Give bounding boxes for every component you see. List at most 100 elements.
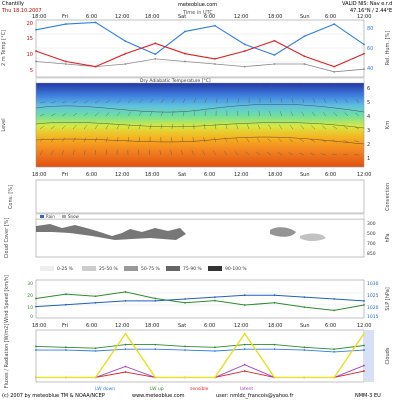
wind-barb <box>39 138 44 143</box>
wind-barb <box>138 137 140 143</box>
wind-barb <box>332 139 338 143</box>
panel-wind-grid <box>36 292 364 306</box>
wind-barb <box>266 151 272 156</box>
wind-barb <box>127 137 130 143</box>
flux-0-point <box>184 349 186 351</box>
wind-barb <box>215 98 218 104</box>
pressure-axis-label: SLP [hPa] <box>385 287 391 311</box>
wind-barb <box>127 87 133 91</box>
humidity-point <box>243 43 246 46</box>
wind-barb <box>322 125 327 130</box>
temperature-point <box>303 55 306 58</box>
site-name: meteoblue.com <box>178 2 218 8</box>
wind-pressure-lines <box>35 291 365 312</box>
wind-barb <box>204 98 207 104</box>
flux-1-point <box>35 345 37 348</box>
wind-speed-point <box>243 304 246 306</box>
time-axis-label: 6:00 <box>325 172 336 178</box>
wind-barb <box>323 98 327 104</box>
convection-right-label: Convection <box>385 183 391 211</box>
footer-user: user: nmldc_francois@yahoo.fr <box>216 393 294 399</box>
panel-wind-frame <box>35 279 365 319</box>
humidity-point <box>35 28 37 31</box>
flux-4-line <box>36 332 365 379</box>
humidity-point <box>273 54 276 56</box>
pressure-level-tick: 300 <box>367 221 376 227</box>
wind-barb <box>105 124 109 130</box>
flux-0-point <box>154 348 157 351</box>
wind-barb <box>50 113 56 117</box>
wind-barb <box>213 137 217 143</box>
height-tick: 5 <box>367 100 370 106</box>
wind-barb <box>171 124 173 130</box>
temp-axis-label: 2 m Temp [°C] <box>1 30 7 66</box>
mid-cloud-area <box>300 233 326 241</box>
wind-barb <box>257 124 261 130</box>
time-axis-label: 18:00 <box>268 323 282 329</box>
wind-barb <box>291 98 294 104</box>
flux-1-point <box>303 346 306 349</box>
panel-convection-frame <box>35 179 365 214</box>
wind-barb <box>116 99 121 104</box>
temp-tick: 20 <box>27 21 33 27</box>
wind-barb <box>83 124 88 130</box>
wind-barb <box>224 137 228 143</box>
flux-4-point <box>243 332 246 335</box>
wind-barb <box>277 152 283 156</box>
flux-1-point <box>64 346 67 349</box>
pressure-point <box>64 303 67 306</box>
wind-barb <box>345 98 349 104</box>
wind-barb <box>94 112 99 117</box>
time-axis-label: 18:00 <box>268 172 282 178</box>
time-axis-label: 6:00 <box>204 172 215 178</box>
wind-barb <box>356 85 360 91</box>
temperature-point <box>35 50 37 52</box>
coordinates: 47.16°N / 2.44°E <box>350 8 393 14</box>
forecast-date: Thu 18.10.2007 <box>2 8 42 14</box>
dew-point-point <box>214 63 216 65</box>
humidity-tick: 40 <box>367 66 373 72</box>
wind-barb <box>160 86 165 91</box>
wind-barb <box>237 111 239 117</box>
time-axis-label: 12:00 <box>115 323 129 329</box>
wind-barb <box>203 137 206 143</box>
wind-barb <box>321 153 327 156</box>
wind-barb <box>324 85 327 91</box>
wind-speed-point <box>64 293 67 296</box>
wind-barb <box>234 151 239 156</box>
isotherm-line <box>35 136 365 145</box>
height-tick: 2 <box>367 142 370 148</box>
time-axis-label: 12:00 <box>115 172 129 178</box>
pressure-point <box>273 294 276 297</box>
wind-barb <box>72 88 78 91</box>
wind-speed-point <box>94 295 97 298</box>
wind-barb <box>105 150 107 156</box>
time-axis-label: 6:00 <box>325 323 336 329</box>
wind-barb <box>83 100 89 104</box>
time-axis-label: Sat <box>178 172 186 178</box>
flux-0-point <box>214 350 216 352</box>
flux-3-point <box>124 365 127 368</box>
wind-barb <box>256 151 261 156</box>
height-tick: 1 <box>367 156 370 162</box>
pressure-point <box>214 296 216 298</box>
flux-legend-item: LW up <box>150 386 164 392</box>
time-axis-label: Sun <box>300 323 310 329</box>
wind-barb <box>343 140 349 143</box>
wind-barb <box>39 150 43 156</box>
valid-note: VALID NIS: Nav e.r.d <box>342 1 393 7</box>
wind-speed-point <box>333 309 336 312</box>
wind-barb <box>247 111 250 117</box>
cloud-scale-swatch <box>124 266 138 271</box>
wind-barb <box>204 111 206 117</box>
wind-barb <box>94 100 100 104</box>
humidity-point <box>214 24 216 27</box>
wind-barb <box>270 85 272 91</box>
wind-barb <box>138 86 144 91</box>
wind-barb <box>83 150 86 156</box>
wind-barb <box>50 150 54 156</box>
wind-barb <box>311 125 316 130</box>
temperature-point <box>333 65 336 68</box>
temperature-point <box>94 65 97 68</box>
time-axis-bottom: 18:00 Fri 6:00 12:00 18:00 Sat 6:00 12:0… <box>32 323 371 329</box>
